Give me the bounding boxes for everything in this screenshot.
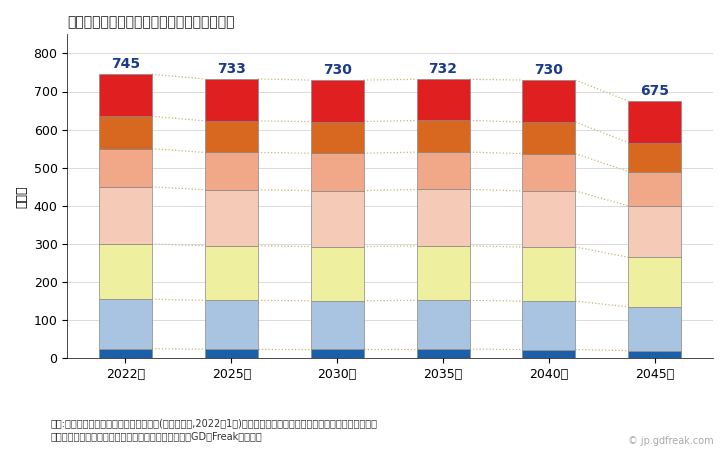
Text: 675: 675	[641, 84, 669, 98]
Text: 730: 730	[534, 63, 563, 77]
Y-axis label: ［人］: ［人］	[15, 185, 28, 207]
Bar	[205, 300, 258, 349]
Bar	[99, 187, 152, 244]
Bar	[99, 148, 152, 187]
Bar	[416, 246, 470, 300]
Bar	[205, 153, 258, 190]
Text: 733: 733	[217, 62, 246, 76]
Bar	[99, 349, 152, 358]
Bar	[628, 143, 681, 171]
Bar	[628, 351, 681, 358]
Bar	[523, 350, 575, 358]
Bar	[205, 79, 258, 121]
Bar	[99, 116, 152, 148]
Bar	[416, 300, 470, 349]
Text: 732: 732	[429, 62, 458, 76]
Bar	[205, 246, 258, 300]
Bar	[416, 121, 470, 152]
Bar	[311, 349, 364, 358]
Bar	[523, 301, 575, 350]
Bar	[311, 247, 364, 301]
Bar	[523, 153, 575, 191]
Bar	[628, 307, 681, 351]
Bar	[99, 244, 152, 299]
Bar	[205, 121, 258, 153]
Bar	[628, 257, 681, 307]
Bar	[311, 191, 364, 247]
Bar	[311, 80, 364, 122]
Text: 745: 745	[111, 57, 140, 71]
Bar	[628, 206, 681, 257]
Bar	[311, 301, 364, 349]
Bar	[416, 152, 470, 189]
Bar	[523, 247, 575, 301]
Bar	[628, 171, 681, 206]
Bar	[628, 101, 681, 143]
Bar	[205, 349, 258, 358]
Text: 多良木町の要介護（要支援）者数の将来推計: 多良木町の要介護（要支援）者数の将来推計	[67, 15, 234, 29]
Text: 出所:実績値は「介護事業状況報告月報」(厚生労働省,2022年1月)。推計値は「全国又は都道府県の男女・年齢階層別
要介護度別平均認定率を当域内人口構成に当ては: 出所:実績値は「介護事業状況報告月報」(厚生労働省,2022年1月)。推計値は「…	[51, 418, 378, 441]
Bar	[311, 153, 364, 191]
Bar	[523, 122, 575, 153]
Bar	[416, 349, 470, 358]
Bar	[523, 80, 575, 122]
Bar	[416, 189, 470, 246]
Bar	[205, 190, 258, 246]
Bar	[99, 74, 152, 116]
Text: © jp.gdfreak.com: © jp.gdfreak.com	[628, 436, 713, 446]
Bar	[99, 299, 152, 349]
Bar	[416, 79, 470, 121]
Bar	[523, 191, 575, 247]
Text: 730: 730	[323, 63, 352, 77]
Bar	[311, 122, 364, 153]
